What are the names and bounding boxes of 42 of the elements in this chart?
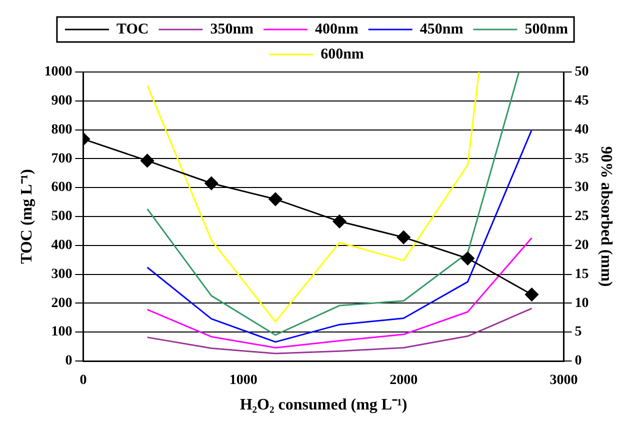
y-tick-label: 0 <box>65 354 72 369</box>
x-tick-label: 3000 <box>550 373 578 388</box>
y2-tick-label: 5 <box>574 324 582 340</box>
y2-tick-label: 45 <box>574 94 589 109</box>
y2-tick-label: 25 <box>574 209 589 224</box>
legend-label: 350nm <box>210 21 254 38</box>
y2-tick-label: 15 <box>574 266 589 282</box>
y2-tick-label: 0 <box>574 354 582 369</box>
y-axis-title: TOC (mg L⁻¹) <box>18 169 36 264</box>
y-tick-label: 100 <box>51 324 72 340</box>
legend-label: TOC <box>116 21 149 38</box>
x-tick-label: 0 <box>80 373 87 388</box>
point <box>332 214 346 228</box>
legend-label: 600nm <box>320 46 364 62</box>
point <box>525 288 539 302</box>
y-tick-label: 900 <box>51 94 72 109</box>
y-tick-label: 400 <box>51 238 72 254</box>
y-tick-label: 500 <box>51 209 72 224</box>
y2-axis-title: 90% absorbed (mm) <box>597 146 614 287</box>
y-tick-label: 700 <box>51 151 72 166</box>
y-tick-label: 200 <box>51 296 72 311</box>
point <box>268 192 282 206</box>
y-tick-label: 800 <box>51 122 72 138</box>
y-tick-label: 300 <box>51 266 72 282</box>
x-tick-label: 2000 <box>390 373 418 388</box>
point <box>204 176 218 190</box>
y2-tick-label: 40 <box>574 122 589 138</box>
legend-label: 400nm <box>315 21 359 38</box>
y-tick-label: 1000 <box>44 64 72 80</box>
y-tick-label: 600 <box>51 180 72 196</box>
y2-tick-label: 20 <box>574 238 589 254</box>
y2-tick-label: 10 <box>574 296 589 311</box>
x-axis-title: H₂O₂ consumed (mg L⁻¹) <box>240 396 408 414</box>
point <box>140 154 154 168</box>
legend-label: 450nm <box>420 21 464 38</box>
y2-tick-label: 35 <box>574 151 589 166</box>
point <box>396 230 410 244</box>
legend-label: 500nm <box>524 21 569 38</box>
y2-tick-label: 50 <box>574 64 589 80</box>
y2-tick-label: 30 <box>574 180 589 196</box>
x-tick-label: 1000 <box>229 373 258 388</box>
point <box>460 252 474 266</box>
